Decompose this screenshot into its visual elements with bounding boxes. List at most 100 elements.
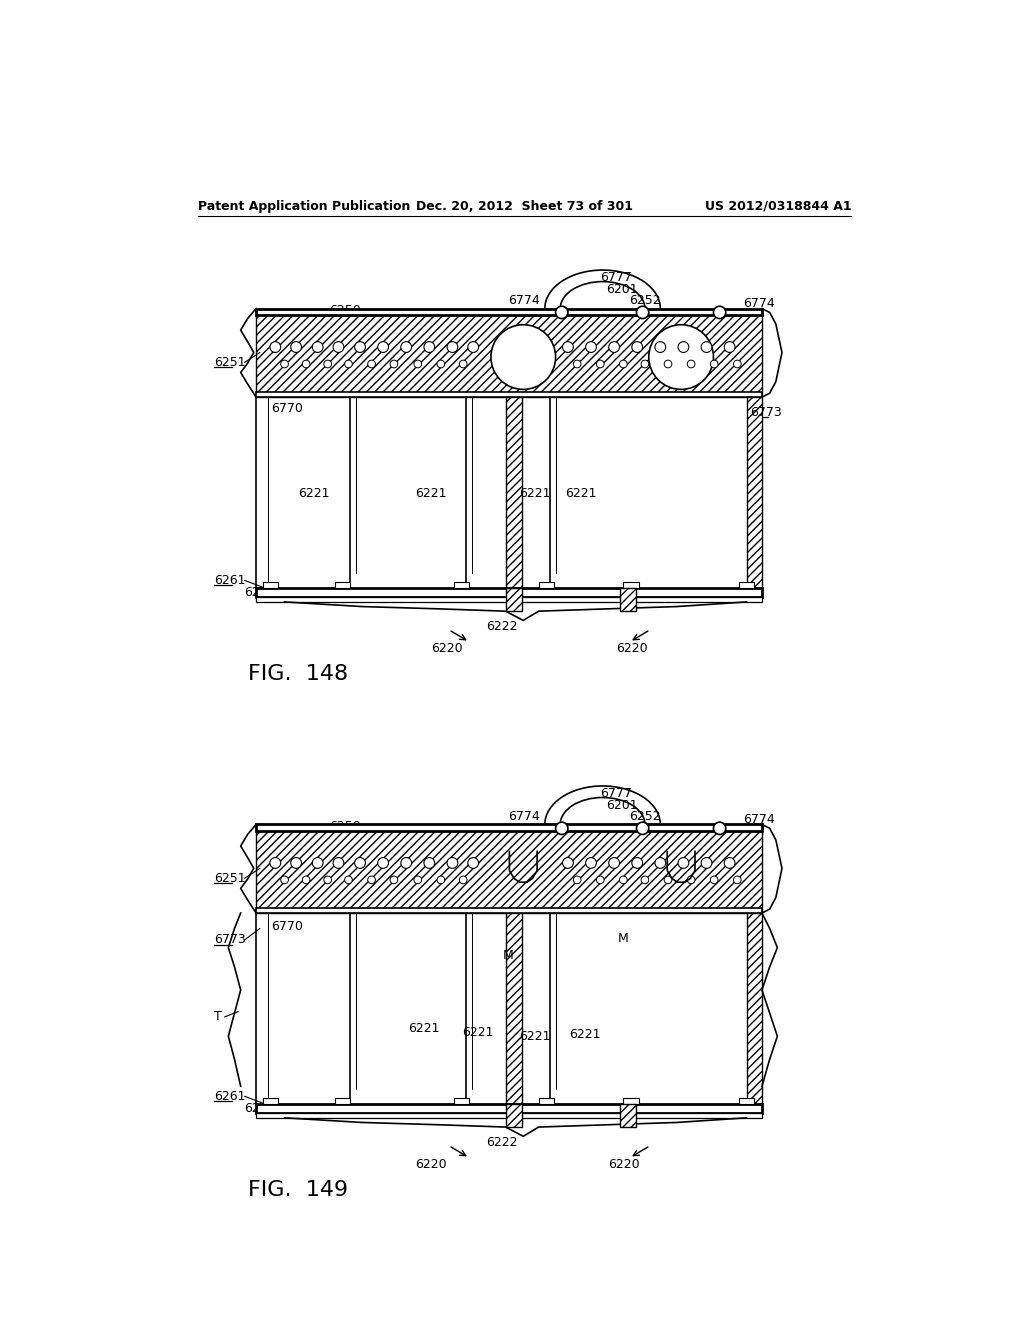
Circle shape bbox=[312, 858, 323, 869]
Text: 6221: 6221 bbox=[519, 1030, 551, 1043]
Circle shape bbox=[562, 858, 573, 869]
Bar bbox=[506, 589, 522, 611]
Text: 6222: 6222 bbox=[486, 620, 518, 634]
Circle shape bbox=[324, 360, 332, 368]
Circle shape bbox=[281, 360, 289, 368]
Circle shape bbox=[400, 858, 412, 869]
Text: FIG.  148: FIG. 148 bbox=[248, 664, 348, 684]
Bar bbox=[256, 309, 762, 315]
Text: 6260: 6260 bbox=[245, 586, 276, 599]
Bar bbox=[739, 582, 755, 589]
Circle shape bbox=[573, 876, 581, 884]
Circle shape bbox=[641, 360, 649, 368]
Text: 6774: 6774 bbox=[742, 813, 774, 825]
Circle shape bbox=[632, 342, 643, 352]
Circle shape bbox=[390, 360, 397, 368]
Text: 6220: 6220 bbox=[431, 642, 463, 655]
Circle shape bbox=[596, 360, 604, 368]
Circle shape bbox=[447, 858, 458, 869]
Circle shape bbox=[733, 876, 741, 884]
Circle shape bbox=[414, 876, 422, 884]
Text: 6222: 6222 bbox=[486, 1137, 518, 1148]
Circle shape bbox=[468, 342, 478, 352]
Bar bbox=[454, 582, 469, 589]
Circle shape bbox=[649, 325, 714, 389]
Circle shape bbox=[281, 876, 289, 884]
Circle shape bbox=[302, 360, 310, 368]
Bar bbox=[620, 1104, 637, 1127]
Bar bbox=[620, 589, 637, 611]
Text: 6252: 6252 bbox=[629, 294, 660, 308]
Circle shape bbox=[437, 876, 444, 884]
Circle shape bbox=[368, 360, 376, 368]
Bar bbox=[256, 597, 762, 602]
Bar bbox=[506, 397, 522, 589]
Circle shape bbox=[724, 858, 735, 869]
Bar bbox=[335, 582, 350, 589]
Bar bbox=[256, 1113, 762, 1118]
Circle shape bbox=[620, 360, 628, 368]
Circle shape bbox=[447, 342, 458, 352]
Circle shape bbox=[324, 876, 332, 884]
Circle shape bbox=[468, 858, 478, 869]
Text: US 2012/0318844 A1: US 2012/0318844 A1 bbox=[705, 199, 851, 213]
Circle shape bbox=[424, 858, 435, 869]
Circle shape bbox=[665, 360, 672, 368]
Bar bbox=[739, 1098, 755, 1104]
Circle shape bbox=[345, 360, 352, 368]
Text: 6221: 6221 bbox=[565, 487, 597, 500]
Circle shape bbox=[701, 342, 712, 352]
Circle shape bbox=[345, 876, 352, 884]
Circle shape bbox=[714, 822, 726, 834]
Circle shape bbox=[637, 822, 649, 834]
Bar bbox=[624, 1098, 639, 1104]
Bar bbox=[746, 397, 762, 589]
Bar bbox=[256, 309, 762, 397]
Circle shape bbox=[724, 342, 735, 352]
Circle shape bbox=[302, 876, 310, 884]
Circle shape bbox=[460, 360, 467, 368]
Circle shape bbox=[641, 876, 649, 884]
Circle shape bbox=[556, 306, 568, 318]
Text: Patent Application Publication: Patent Application Publication bbox=[199, 199, 411, 213]
Circle shape bbox=[490, 325, 556, 389]
Text: 6221: 6221 bbox=[416, 487, 446, 500]
Circle shape bbox=[573, 360, 581, 368]
Text: 6220: 6220 bbox=[416, 1158, 447, 1171]
Text: 6201: 6201 bbox=[606, 799, 638, 812]
Circle shape bbox=[608, 342, 620, 352]
Text: 6773: 6773 bbox=[751, 407, 782, 418]
Circle shape bbox=[632, 858, 643, 869]
Text: 6201: 6201 bbox=[606, 282, 638, 296]
Circle shape bbox=[596, 876, 604, 884]
Text: 6260: 6260 bbox=[245, 1102, 276, 1115]
Circle shape bbox=[378, 858, 388, 869]
Circle shape bbox=[733, 360, 741, 368]
Text: 6221: 6221 bbox=[298, 487, 330, 500]
Text: 6773: 6773 bbox=[214, 933, 246, 946]
Circle shape bbox=[655, 342, 666, 352]
Circle shape bbox=[678, 342, 689, 352]
Circle shape bbox=[437, 360, 444, 368]
Circle shape bbox=[333, 858, 344, 869]
Circle shape bbox=[378, 342, 388, 352]
Text: 6777: 6777 bbox=[600, 271, 632, 284]
Text: 6770: 6770 bbox=[270, 920, 302, 933]
Text: 6221: 6221 bbox=[569, 1028, 601, 1041]
Circle shape bbox=[556, 822, 568, 834]
Circle shape bbox=[687, 876, 695, 884]
Text: 6221: 6221 bbox=[462, 1026, 494, 1039]
Text: M: M bbox=[618, 932, 629, 945]
Bar bbox=[539, 582, 554, 589]
Circle shape bbox=[586, 858, 596, 869]
Circle shape bbox=[291, 342, 301, 352]
Circle shape bbox=[665, 876, 672, 884]
Circle shape bbox=[687, 360, 695, 368]
Text: 6252: 6252 bbox=[629, 810, 660, 824]
Text: FIG.  149: FIG. 149 bbox=[248, 1180, 348, 1200]
Text: 6770: 6770 bbox=[270, 403, 302, 416]
Bar bbox=[256, 908, 762, 913]
Circle shape bbox=[368, 876, 376, 884]
Circle shape bbox=[354, 342, 366, 352]
Circle shape bbox=[390, 876, 397, 884]
